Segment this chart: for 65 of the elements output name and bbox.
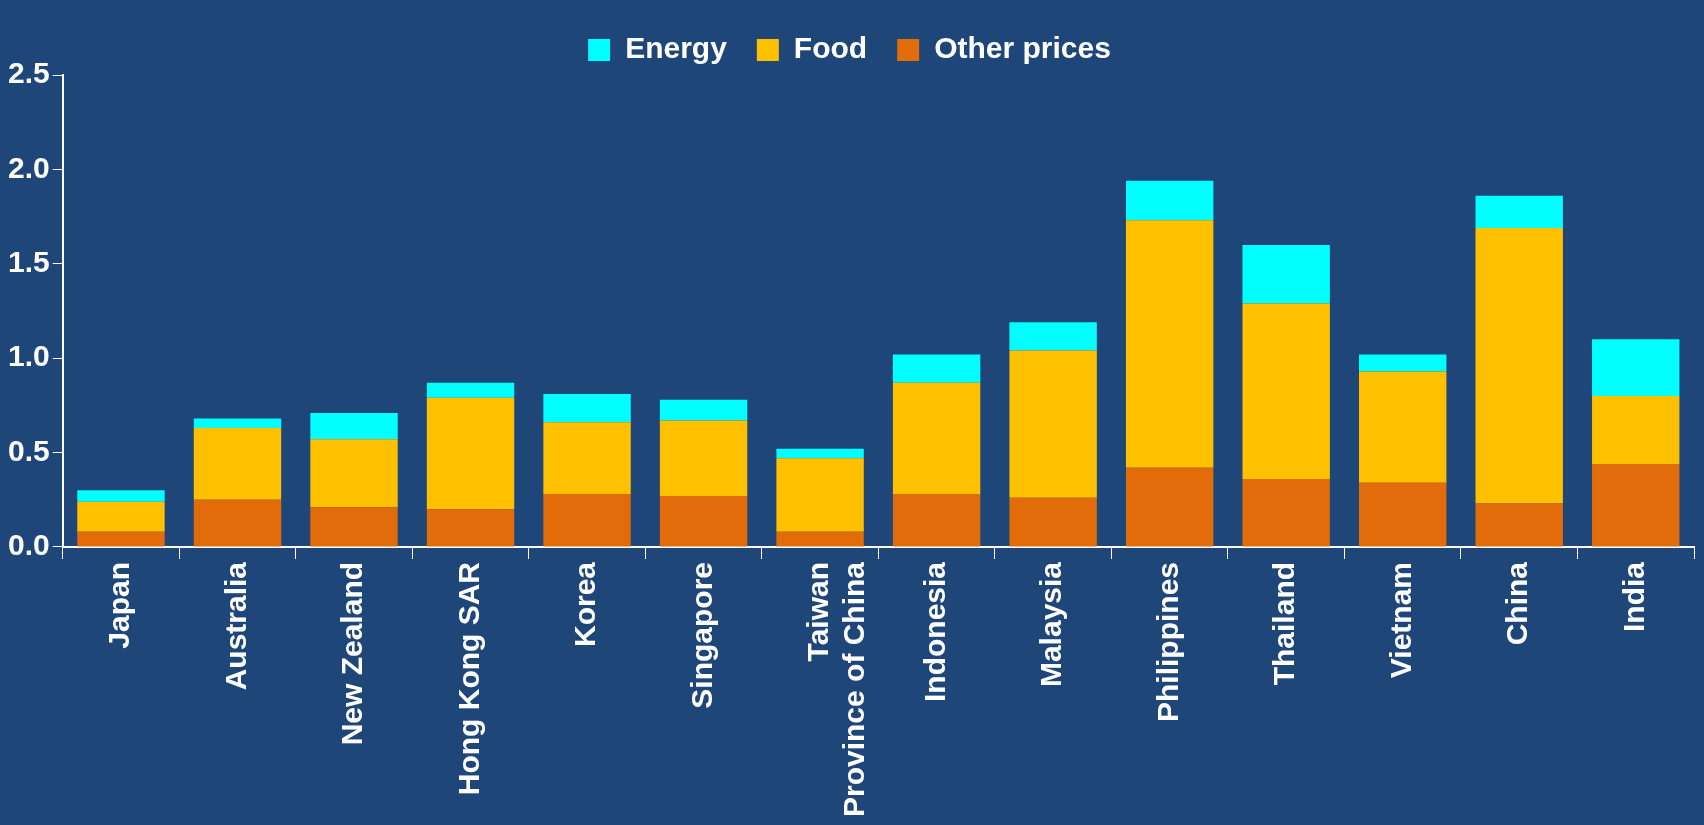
bar xyxy=(659,399,748,421)
bar xyxy=(193,428,282,500)
x-tick-label: Indonesia xyxy=(917,561,951,702)
bar xyxy=(776,531,864,547)
x-tick-label: India xyxy=(1617,561,1651,632)
x-tick-label: Australia xyxy=(218,561,252,691)
x-tick-label: Vietnam xyxy=(1383,561,1417,679)
bar xyxy=(1475,195,1563,228)
bar xyxy=(1009,322,1097,351)
bar xyxy=(776,448,864,459)
y-tick-label: 2.5 xyxy=(7,56,50,90)
bar xyxy=(1359,354,1447,372)
y-tick-label: 1.0 xyxy=(7,339,50,373)
bar xyxy=(1125,467,1214,547)
bar xyxy=(77,490,165,502)
bar xyxy=(1359,482,1447,547)
bar xyxy=(77,501,165,532)
bar xyxy=(1592,395,1680,464)
y-tick-label: 0.5 xyxy=(7,433,50,467)
x-tick-label: Thailand xyxy=(1267,561,1301,686)
x-tick-label: Hong Kong SAR xyxy=(451,561,485,796)
bar xyxy=(1592,463,1680,547)
bar xyxy=(193,418,282,429)
bar xyxy=(1009,497,1097,547)
x-tick-label: Korea xyxy=(568,561,602,647)
y-tick-label: 1.5 xyxy=(7,245,50,279)
x-tick-label: Philippines xyxy=(1150,561,1184,722)
x-tick-label: Japan xyxy=(102,561,136,649)
bar xyxy=(1475,503,1563,547)
bar xyxy=(1592,339,1680,396)
legend-label: Other prices xyxy=(934,31,1111,65)
x-tick-label: Malaysia xyxy=(1034,561,1068,688)
bar xyxy=(310,507,398,547)
bar xyxy=(310,412,398,440)
x-tick-label: Singapore xyxy=(684,561,718,709)
x-tick-label: Taiwan Province of China xyxy=(801,561,871,817)
y-tick-label: 0.0 xyxy=(7,528,50,562)
bar xyxy=(193,499,282,547)
bar xyxy=(1125,220,1214,468)
bar xyxy=(892,354,981,383)
bar xyxy=(543,394,631,423)
bar xyxy=(1242,303,1330,479)
bar xyxy=(659,495,748,547)
bar xyxy=(1359,371,1447,483)
x-tick-label: China xyxy=(1500,561,1534,646)
bar xyxy=(892,382,981,495)
bar xyxy=(77,531,165,547)
bar xyxy=(659,420,748,496)
bar xyxy=(1475,227,1563,504)
bar xyxy=(892,494,981,547)
bar xyxy=(1242,244,1330,304)
legend-label: Energy xyxy=(625,31,728,65)
bar xyxy=(1242,478,1330,547)
bar xyxy=(543,422,631,495)
bar xyxy=(310,439,398,508)
bar xyxy=(426,382,515,398)
bar xyxy=(776,458,864,532)
x-tick-label: New Zealand xyxy=(335,561,369,746)
legend-label: Food xyxy=(793,31,868,65)
bar xyxy=(1009,350,1097,498)
bar xyxy=(426,509,515,547)
y-tick-label: 2.0 xyxy=(7,150,50,184)
bar xyxy=(1125,180,1214,221)
bar xyxy=(543,494,631,547)
bar xyxy=(426,397,515,510)
